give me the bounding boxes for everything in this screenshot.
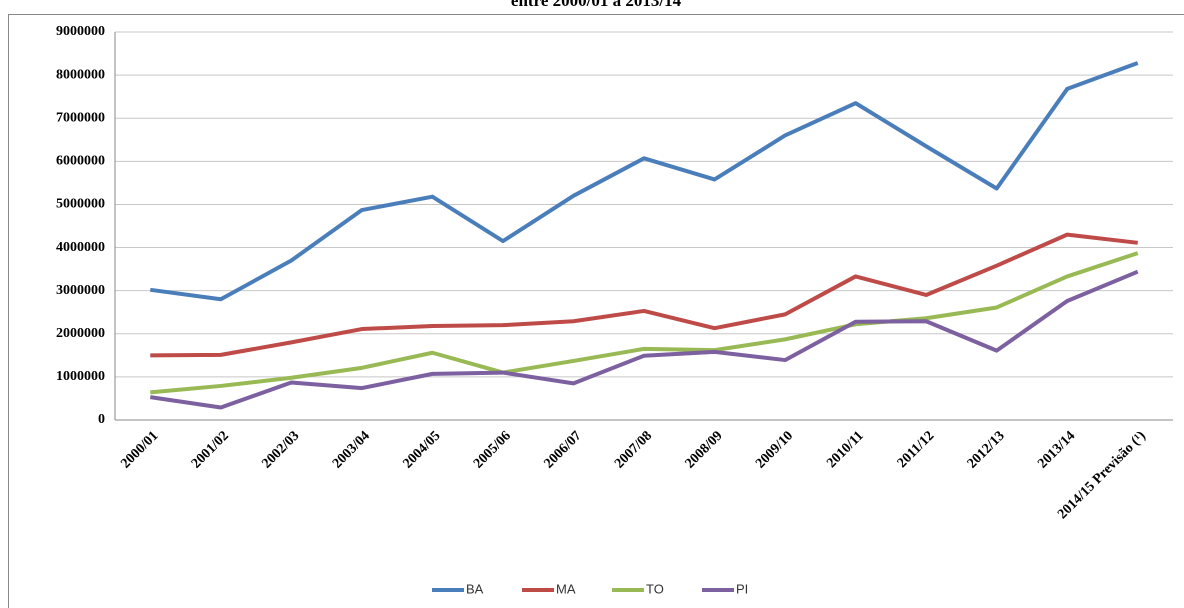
- x-tick-label: 2010/11: [824, 428, 867, 471]
- x-tick-label: 2006/07: [542, 428, 585, 471]
- legend-label: PI: [736, 581, 748, 596]
- legend: BA MA TO PI: [432, 581, 748, 596]
- x-tick-label: 2004/05: [400, 428, 443, 471]
- line-series: [150, 61, 1139, 302]
- x-tick-label: 2008/09: [683, 428, 726, 471]
- y-tick-label: 1000000: [56, 369, 105, 384]
- y-tick-label: 0: [98, 412, 105, 427]
- legend-label: MA: [556, 581, 576, 596]
- y-tick-label: 6000000: [56, 154, 105, 169]
- chart-title: entre 2000/01 a 2013/14: [511, 0, 682, 10]
- line-series: [149, 269, 1139, 410]
- legend-label: BA: [466, 581, 484, 596]
- legend-label: TO: [646, 581, 664, 596]
- line-series: [150, 232, 1138, 358]
- x-tick-label: 2001/02: [189, 428, 232, 471]
- x-tick-label: 2013/14: [1035, 428, 1078, 471]
- y-tick-label: 9000000: [56, 24, 105, 39]
- x-tick-label: 2000/01: [118, 428, 161, 471]
- y-tick-label: 5000000: [56, 197, 105, 212]
- x-tick-label: 2007/08: [612, 428, 655, 471]
- y-tick-label: 7000000: [56, 110, 105, 125]
- x-tick-label: 2009/10: [753, 428, 796, 471]
- line-series: [150, 251, 1139, 395]
- y-tick-label: 2000000: [56, 326, 105, 341]
- x-tick-label: 2003/04: [330, 428, 373, 471]
- x-tick-label: 2005/06: [471, 428, 514, 471]
- y-tick-label: 3000000: [56, 283, 105, 298]
- chart-frame: [8, 14, 1184, 608]
- y-tick-label: 4000000: [56, 240, 105, 255]
- y-tick-label: 8000000: [56, 67, 105, 82]
- x-tick-label: 2002/03: [259, 428, 302, 471]
- x-tick-label: 2012/13: [965, 428, 1008, 471]
- x-tick-label: 2011/12: [895, 428, 938, 471]
